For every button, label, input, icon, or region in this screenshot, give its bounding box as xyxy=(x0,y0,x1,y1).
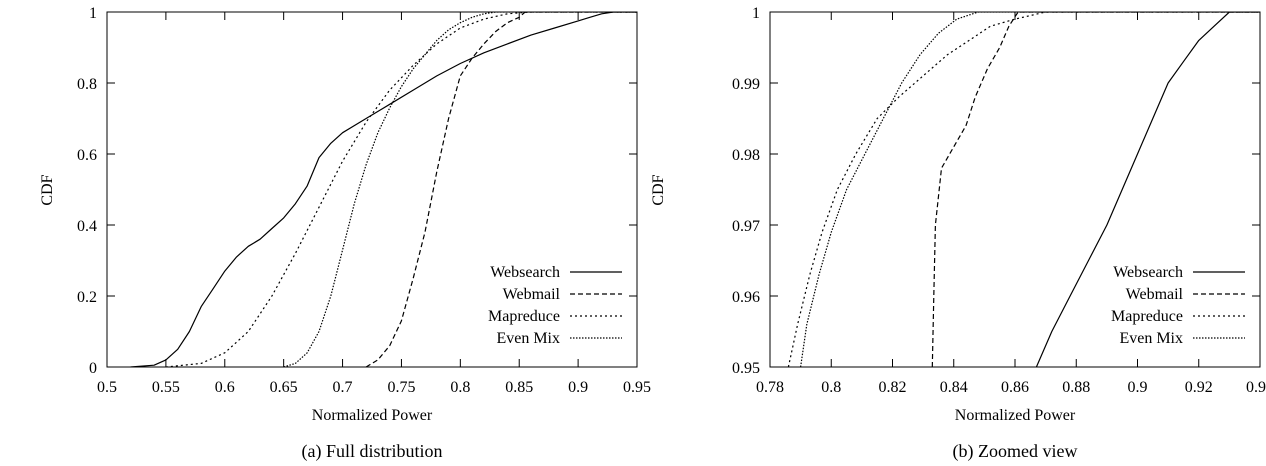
y-tick-label: 1 xyxy=(89,5,97,22)
legend-label-even-mix: Even Mix xyxy=(496,330,560,347)
series-line-mapreduce xyxy=(787,12,1260,367)
series-line-even-mix xyxy=(800,12,1260,367)
x-tick-label: 0.78 xyxy=(756,379,784,396)
x-tick-label: 0.75 xyxy=(387,379,415,396)
plot-frame xyxy=(106,11,638,368)
series-line-webmail xyxy=(365,12,637,367)
x-tick-label: 0.9 xyxy=(1128,379,1148,396)
chart-panel-zoomed-view: 0.78 0.8 0.82 0.84 0.86 0.88 0.9 0.92 0.94 0.95 0.… xyxy=(650,5,1266,462)
y-tick-label: 0.96 xyxy=(732,289,760,306)
x-tick-label: 0.6 xyxy=(215,379,235,396)
x-tick-label: 0.86 xyxy=(1001,379,1029,396)
plot-frame xyxy=(769,11,1261,368)
x-tick-label: 0.65 xyxy=(270,379,298,396)
x-tick-label: 0.82 xyxy=(879,379,907,396)
x-tick-label: 0.55 xyxy=(152,379,180,396)
series-line-even-mix xyxy=(283,12,637,367)
y-tick-label: 0.6 xyxy=(77,147,97,164)
series-line-websearch xyxy=(1035,12,1260,367)
y-axis-label: CDF xyxy=(39,174,56,205)
x-tick-label: 0.95 xyxy=(623,379,651,396)
y-tick-label: 0.99 xyxy=(732,76,760,93)
legend-label-webmail: Webmail xyxy=(503,286,561,303)
legend-label-webmail: Webmail xyxy=(1126,286,1184,303)
x-tick-label: 0.8 xyxy=(821,379,841,396)
legend-label-even-mix: Even Mix xyxy=(1119,330,1183,347)
x-tick-label: 0.84 xyxy=(940,379,968,396)
chart-panel-full-distribution: 0.5 0.55 0.6 0.65 0.7 0.75 0.8 0.85 0.9 0.95 0 0.2 0… xyxy=(39,5,651,462)
x-tick-label: 0.9 xyxy=(568,379,588,396)
x-tick-label: 0.5 xyxy=(97,379,117,396)
x-tick-label: 0.88 xyxy=(1062,379,1090,396)
y-axis-label: CDF xyxy=(650,174,667,205)
panel-caption: (a) Full distribution xyxy=(302,441,443,462)
y-tick-label: 0.97 xyxy=(732,218,760,235)
x-tick-label: 0.7 xyxy=(333,379,353,396)
x-tick-label: 0.92 xyxy=(1185,379,1213,396)
x-tick-label: 0.94 xyxy=(1246,379,1266,396)
series-line-mapreduce xyxy=(165,12,637,367)
legend-label-websearch: Websearch xyxy=(490,264,560,281)
y-tick-label: 0.8 xyxy=(77,76,97,93)
y-tick-label: 0.98 xyxy=(732,147,760,164)
y-tick-label: 1 xyxy=(752,5,760,22)
y-tick-label: 0.2 xyxy=(77,289,97,306)
y-tick-label: 0.4 xyxy=(77,218,97,235)
x-axis-label: Normalized Power xyxy=(955,407,1076,424)
legend-label-mapreduce: Mapreduce xyxy=(1111,308,1183,325)
y-tick-label: 0.95 xyxy=(732,360,760,377)
x-tick-label: 0.85 xyxy=(505,379,533,396)
legend-label-mapreduce: Mapreduce xyxy=(488,308,560,325)
x-axis-label: Normalized Power xyxy=(312,407,433,424)
y-tick-label: 0 xyxy=(89,360,97,377)
series-line-webmail xyxy=(931,12,1260,367)
legend-label-websearch: Websearch xyxy=(1113,264,1183,281)
panel-caption: (b) Zoomed view xyxy=(953,441,1078,462)
series-line-websearch xyxy=(130,12,637,367)
x-tick-label: 0.8 xyxy=(450,379,470,396)
